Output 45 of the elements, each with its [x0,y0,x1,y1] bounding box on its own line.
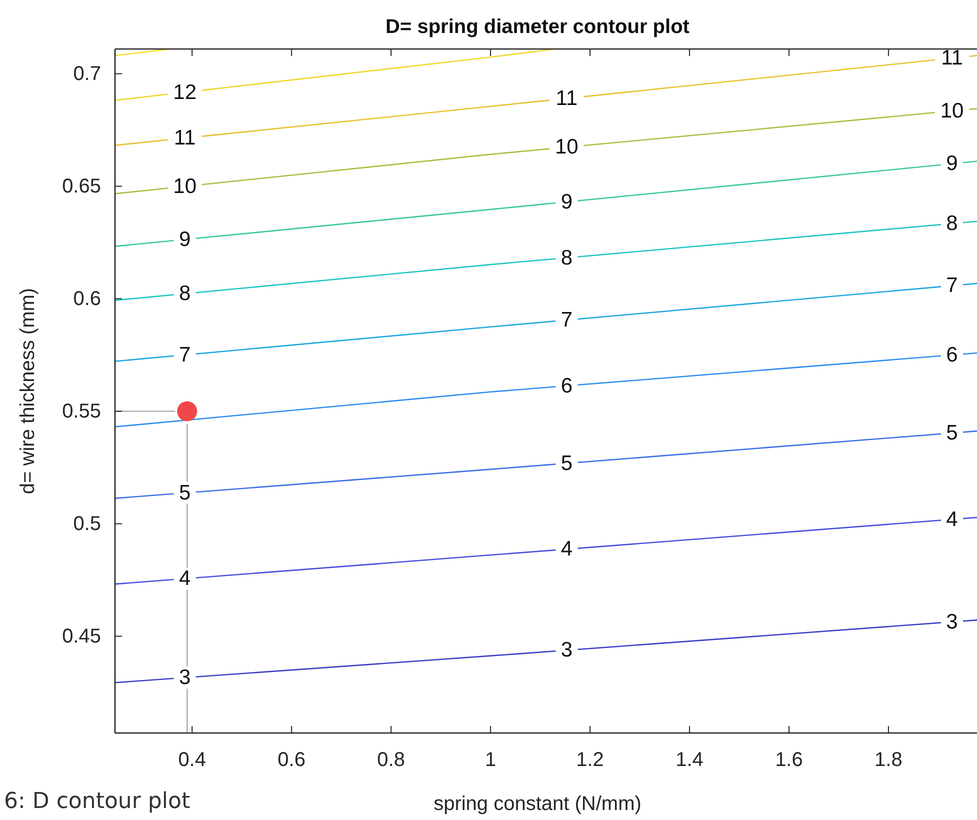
series-label: 3 [560,638,573,662]
y-tick-label: 0.5 [73,512,101,535]
chart-title: D= spring diameter contour plot [386,16,690,38]
x-axis-title: spring constant (N/mm) [434,793,642,815]
text: 11 [174,126,196,150]
series-label: 9 [178,228,191,251]
text: 9 [560,190,573,214]
y-tick-label: 0.6 [73,288,101,310]
y-axis-title: d= wire thickness (mm) [17,288,39,494]
x-tick-label: 1.6 [775,749,803,771]
series-label: 8 [946,212,958,236]
y-tick-label: 0.65 [62,175,101,198]
x-tick-label: 1.2 [576,749,604,771]
y-tick-label: 0.55 [62,400,101,422]
series-label: 4 [946,508,958,531]
text: 11 [941,46,963,70]
x-tick-label: 0.4 [178,749,206,771]
series-label: 7 [178,343,191,366]
text: 6: D contour plot [4,789,190,814]
text: 9 [946,152,958,176]
series-label: 5 [946,422,958,445]
x-tick-label: 1 [484,749,496,771]
text: 5 [560,452,573,475]
text: 3 [178,666,191,690]
series-label: 10 [555,136,578,159]
text: 8 [178,282,191,306]
text: 10 [940,99,964,122]
x-tick-label: 1.4 [676,749,704,771]
y-tick-label: 0.7 [73,62,101,85]
series-label: 11 [556,86,578,110]
text: 4 [560,538,573,561]
x-tick-label: 0.6 [278,749,306,771]
y-tick-label: 0.45 [62,625,101,648]
x-tick-label: 0.8 [377,749,405,771]
text: 4 [178,567,191,590]
text: 3 [946,610,958,634]
text: 6 [560,374,573,398]
series-label: 6 [946,343,958,366]
series-label: 12 [173,80,196,104]
x-tick-label: 1.8 [874,749,902,771]
text: 8 [560,246,573,270]
text: 10 [173,174,196,198]
text: 5 [178,481,191,504]
text: 7 [560,308,573,332]
text: 7 [946,274,958,298]
